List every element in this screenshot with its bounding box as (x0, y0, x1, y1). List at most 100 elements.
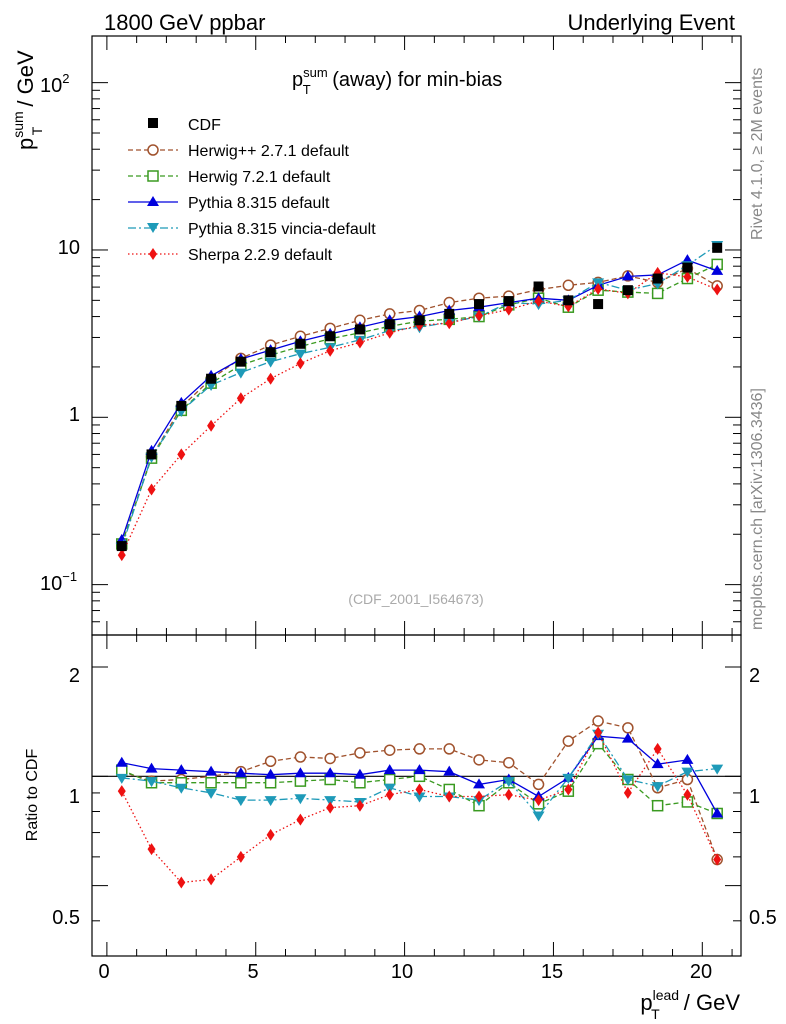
point-sherpa (355, 336, 364, 349)
ratio-ytick-label-1: 1 (69, 786, 80, 808)
ratio-point-pythia (175, 764, 188, 775)
legend-label-vincia: Pythia 8.315 vincia-default (188, 221, 376, 238)
ratio-point-vincia (324, 796, 337, 807)
header-analysis: Underlying Event (567, 10, 735, 35)
main-y-axis-label: psum T / GeV (10, 50, 45, 150)
point-vincia (234, 368, 247, 379)
point-pythia (621, 270, 634, 281)
ratio-plot-frame (91, 634, 742, 957)
ratio-point-herwig7 (264, 776, 277, 789)
ratio-point-herwig7 (205, 776, 217, 789)
point-cdf (563, 295, 574, 306)
legend-marker-vincia (147, 223, 159, 233)
ratio-point-sherpa (683, 788, 692, 801)
ratio-point-herwig7 (294, 775, 307, 787)
point-sherpa (207, 419, 216, 432)
ratio-point-sherpa (355, 799, 364, 812)
ratio-point-sherpa (713, 853, 722, 866)
point-cdf (206, 373, 217, 384)
point-sherpa (713, 283, 722, 296)
ratio-point-sherpa (623, 786, 632, 799)
point-sherpa (326, 344, 335, 357)
ratio-point-herwigpp (562, 735, 575, 747)
point-cdf (384, 319, 395, 330)
ratio-point-pythia (443, 765, 456, 776)
ratio-point-herwigpp (592, 715, 604, 727)
legend-marker-pythia (147, 196, 159, 206)
analysis-id-watermark: (CDF_2001_I564673) (348, 591, 483, 607)
ratio-point-herwigpp (354, 747, 366, 759)
point-cdf (414, 315, 425, 326)
point-cdf (265, 347, 276, 358)
legend-entry-pythia: Pythia 8.315 default (128, 195, 330, 212)
point-herwig7 (651, 287, 664, 300)
ratio-point-sherpa (564, 783, 573, 796)
point-sherpa (445, 317, 454, 330)
point-cdf (146, 449, 157, 460)
ratio-point-sherpa (296, 813, 305, 826)
ratio-point-vincia (532, 811, 545, 822)
point-sherpa (385, 326, 394, 339)
point-vincia (294, 349, 307, 360)
point-sherpa (147, 483, 156, 496)
ratio-point-pythia (413, 764, 426, 775)
ratio-point-vincia (621, 775, 634, 786)
legend-label-cdf: CDF (188, 117, 221, 134)
ratio-point-vincia (562, 773, 575, 784)
ratio-line-herwigpp (121, 720, 718, 860)
ratio-point-pythia (115, 756, 128, 767)
ratio-point-sherpa (475, 790, 484, 803)
rivet-version-label: Rivet 4.1.0, ≥ 2M events (749, 68, 766, 240)
point-cdf (295, 338, 306, 349)
ratio-point-pythia (353, 768, 366, 779)
xtick-label-15: 15 (541, 961, 563, 983)
point-cdf (116, 541, 127, 552)
data-layer (115, 241, 724, 889)
ratio-point-herwigpp (324, 752, 336, 765)
point-cdf (622, 285, 633, 296)
ratio-point-vincia (294, 794, 307, 805)
mcplots-label: mcplots.cern.ch [arXiv:1306.3436] (749, 388, 766, 630)
ytick-label-0p1: 10−1 (40, 569, 77, 595)
ratio-point-sherpa (266, 828, 275, 841)
point-sherpa (475, 309, 484, 322)
x-axis-label: plead T / GeV (640, 987, 740, 1022)
ratio-ytick-label-0p5: 0.5 (52, 907, 80, 929)
point-cdf (652, 273, 663, 284)
xtick-label-5: 5 (247, 961, 258, 983)
ratio-ytick-label-right-1: 1 (749, 786, 760, 808)
point-sherpa (683, 270, 692, 283)
point-cdf (712, 242, 723, 253)
legend-entry-cdf: CDF (148, 117, 221, 134)
ratio-point-sherpa (445, 790, 454, 803)
ratio-point-pythia (145, 762, 158, 773)
ratio-point-pythia (383, 764, 396, 775)
ratio-point-sherpa (147, 843, 156, 856)
ratio-point-pythia (681, 753, 694, 764)
ratio-point-vincia (681, 767, 694, 778)
series-line-sherpa (121, 272, 718, 556)
legend-marker-herwig7 (147, 170, 159, 182)
xtick-label-20: 20 (690, 961, 712, 983)
ratio-point-herwigpp (532, 778, 545, 791)
legend-entry-herwig7: Herwig 7.2.1 default (128, 169, 331, 186)
point-sherpa (594, 282, 603, 295)
ratio-point-pythia (264, 768, 277, 779)
ratio-point-pythia (711, 807, 724, 818)
point-cdf (354, 324, 365, 335)
ratio-point-herwigpp (503, 756, 515, 769)
ytick-label-1: 1 (69, 404, 80, 426)
legend-entry-vincia: Pythia 8.315 vincia-default (128, 221, 376, 238)
ratio-point-sherpa (236, 850, 245, 863)
header-process: 1800 GeV ppbar (104, 10, 265, 35)
ratio-point-sherpa (326, 801, 335, 814)
ratio-point-herwigpp (383, 744, 396, 756)
point-sherpa (504, 303, 513, 316)
ratio-y-axis-label: Ratio to CDF (24, 749, 41, 842)
point-sherpa (296, 357, 305, 370)
ratio-point-pythia (205, 765, 218, 776)
legend-entry-sherpa: Sherpa 2.2.9 default (128, 247, 333, 264)
ratio-ytick-label-right-2: 2 (749, 665, 760, 687)
legend-marker-herwigpp (147, 144, 159, 156)
